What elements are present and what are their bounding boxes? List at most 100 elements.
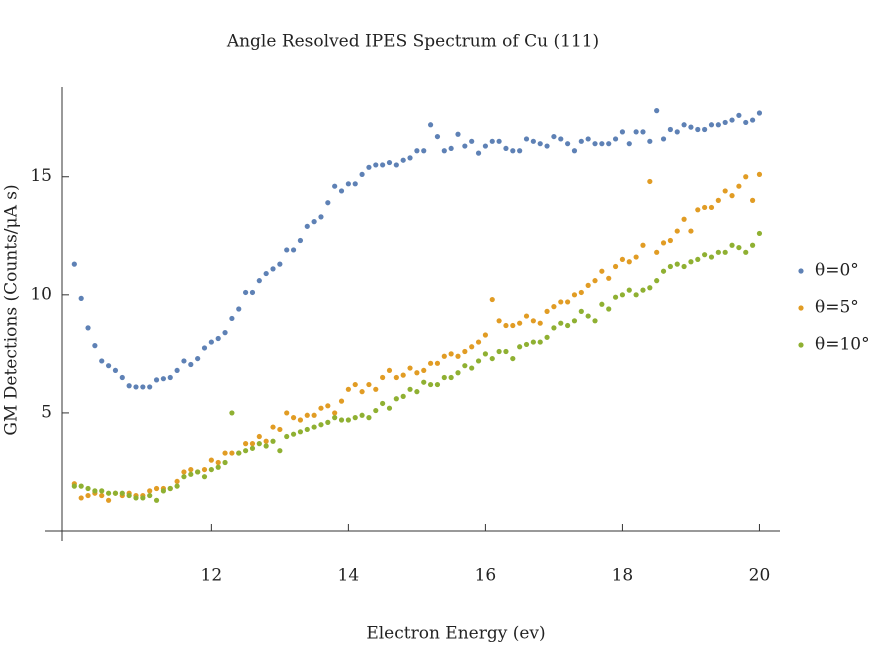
point <box>434 381 441 388</box>
point <box>688 124 694 130</box>
point <box>229 315 235 322</box>
point <box>297 417 304 423</box>
point <box>756 110 763 116</box>
point <box>153 485 160 492</box>
point <box>695 207 701 213</box>
point <box>660 268 667 274</box>
point <box>380 162 386 168</box>
point <box>222 330 228 336</box>
point <box>407 155 413 161</box>
point <box>352 415 358 421</box>
point <box>78 495 84 501</box>
point <box>380 400 386 407</box>
legend-marker <box>798 305 804 311</box>
point <box>421 148 427 154</box>
point <box>105 497 112 503</box>
point <box>462 348 468 355</box>
point <box>290 431 297 437</box>
point <box>311 412 317 418</box>
point <box>174 483 180 489</box>
point <box>722 249 728 255</box>
point <box>105 490 112 496</box>
point <box>215 335 221 342</box>
point <box>619 129 626 135</box>
point <box>290 415 297 421</box>
point <box>702 126 708 133</box>
point <box>386 367 393 374</box>
point <box>284 410 290 416</box>
point <box>338 398 345 404</box>
point <box>612 136 619 142</box>
point <box>565 322 571 329</box>
point <box>366 164 372 170</box>
point <box>359 171 365 177</box>
point <box>517 344 523 350</box>
point <box>160 376 166 382</box>
point <box>195 469 201 475</box>
point <box>188 471 194 477</box>
point <box>119 490 125 496</box>
point <box>441 374 447 381</box>
point <box>599 301 605 307</box>
point <box>441 353 447 359</box>
point <box>270 424 276 430</box>
point <box>544 308 550 314</box>
point <box>681 263 687 270</box>
point <box>400 393 406 399</box>
point <box>448 351 454 357</box>
point <box>297 237 304 244</box>
point <box>373 162 379 168</box>
point <box>729 117 735 123</box>
point <box>359 389 365 395</box>
point <box>188 466 194 473</box>
point <box>530 138 536 144</box>
point <box>544 143 550 149</box>
point <box>208 339 214 345</box>
point <box>366 381 372 388</box>
point <box>667 126 673 133</box>
point <box>626 287 632 293</box>
point <box>469 344 475 350</box>
point <box>496 348 502 355</box>
point <box>373 386 379 392</box>
point <box>434 360 441 366</box>
point <box>489 138 495 144</box>
point <box>236 450 242 456</box>
point <box>496 138 502 144</box>
point <box>537 141 543 147</box>
point <box>674 129 680 135</box>
point <box>722 119 728 126</box>
point <box>270 438 276 444</box>
point <box>421 367 427 374</box>
point <box>647 138 653 144</box>
point <box>153 377 160 383</box>
point <box>695 126 701 133</box>
point <box>386 159 393 166</box>
point <box>386 405 393 411</box>
point <box>345 417 351 423</box>
point <box>729 242 735 248</box>
point <box>660 136 667 142</box>
point <box>393 162 399 168</box>
point <box>708 204 715 211</box>
point <box>482 351 489 357</box>
point <box>338 417 345 423</box>
point <box>482 143 489 149</box>
point <box>174 367 180 374</box>
point <box>654 278 660 284</box>
point <box>263 270 269 277</box>
point <box>510 148 516 154</box>
point <box>243 448 249 454</box>
point <box>667 237 673 244</box>
point <box>640 287 646 293</box>
point <box>201 474 208 480</box>
point <box>626 259 632 265</box>
point <box>352 381 358 388</box>
point <box>455 353 461 359</box>
point <box>304 426 310 433</box>
point <box>181 469 187 475</box>
point <box>167 374 173 381</box>
point <box>325 419 331 425</box>
point <box>112 490 119 496</box>
point <box>517 148 523 154</box>
